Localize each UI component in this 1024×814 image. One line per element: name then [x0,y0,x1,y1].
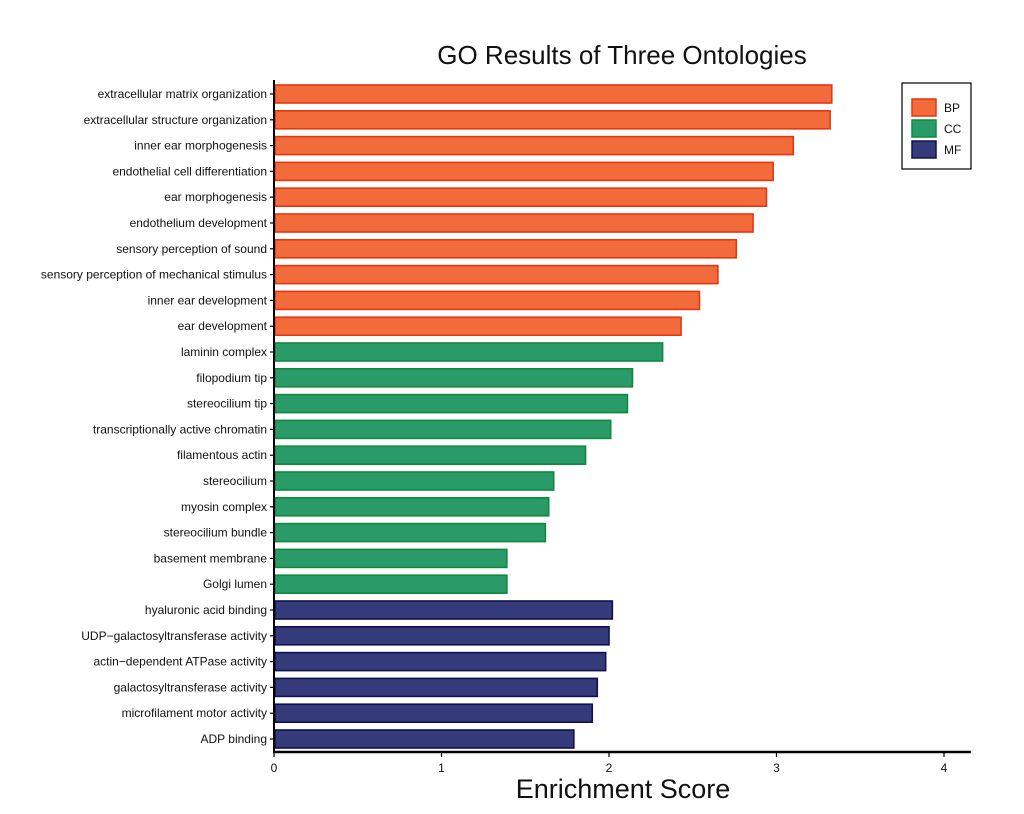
x-tick-label: 1 [438,761,445,775]
y-tick-label: sensory perception of sound [116,242,267,256]
y-tick-label: hyaluronic acid binding [145,603,267,617]
bar-bp [274,135,795,156]
legend-label-bp: BP [944,101,960,115]
y-tick-label: transcriptionally active chromatin [93,422,267,436]
x-tick-label: 2 [606,761,613,775]
y-tick-label: actin−dependent ATPase activity [93,655,267,669]
bar-cc [274,393,629,414]
bar-bp [274,187,768,207]
bar-cc [274,548,508,569]
y-tick-label: extracellular matrix organization [98,87,267,101]
y-axis-ticks: extracellular matrix organization extrace… [41,87,274,746]
y-tick-label: ear morphogenesis [164,190,267,204]
bar-bp [274,316,682,337]
bar-bp [274,290,701,311]
bar-mf [274,651,607,672]
bar-cc [274,445,587,466]
bar-bp [274,84,833,104]
x-axis-ticks: 0 1 2 3 4 [271,752,948,775]
bar-mf [274,677,599,698]
legend-swatch-mf [911,140,937,159]
y-tick-label: stereocilium [203,474,267,488]
x-tick-label: 3 [773,761,780,775]
bar-mf [274,625,610,646]
bar-cc [274,496,550,517]
bar-cc [274,574,508,595]
y-tick-label: extracellular structure organization [84,113,267,127]
bar-mf [274,703,594,724]
y-tick-label: inner ear morphogenesis [134,139,267,153]
bar-mf [274,729,575,749]
y-tick-label: filopodium tip [196,371,267,385]
y-tick-label: ADP binding [201,732,268,746]
y-tick-label: myosin complex [181,500,267,514]
bar-bp [274,239,738,259]
y-tick-label: stereocilium bundle [164,526,268,540]
bar-bp [274,110,831,130]
bar-cc [274,367,634,388]
bar-cc [274,342,664,362]
x-axis-label: Enrichment Score [516,774,731,804]
y-tick-label: galactosyltransferase activity [114,680,267,694]
bar-bp [274,161,774,182]
y-tick-label: sensory perception of mechanical stimulu… [41,268,267,282]
y-tick-label: UDP−galactosyltransferase activity [81,629,267,643]
bar-mf [274,600,614,620]
y-tick-label: laminin complex [181,345,267,359]
legend: BP CC MF [901,82,972,170]
legend-label-cc: CC [944,122,962,136]
legend-swatch-cc [911,119,937,138]
x-tick-label: 4 [941,761,948,775]
chart-title: GO Results of Three Ontologies [437,40,806,70]
legend-swatch-bp [911,98,937,117]
y-tick-label: basement membrane [154,551,268,565]
y-tick-label: inner ear development [148,293,268,307]
bars-group [274,84,833,749]
y-tick-label: endothelial cell differentiation [112,164,267,178]
legend-label-mf: MF [944,143,961,157]
y-tick-label: stereocilium tip [187,397,267,411]
y-tick-label: endothelium development [130,216,268,230]
y-tick-label: microfilament motor activity [122,706,267,720]
x-tick-label: 0 [271,761,278,775]
bar-cc [274,522,547,543]
bar-bp [274,264,719,285]
bar-bp [274,213,754,233]
y-tick-label: ear development [178,319,268,333]
bar-cc [274,471,555,491]
y-tick-label: Golgi lumen [203,577,267,591]
y-tick-label: filamentous actin [177,448,267,462]
bar-cc [274,419,612,440]
